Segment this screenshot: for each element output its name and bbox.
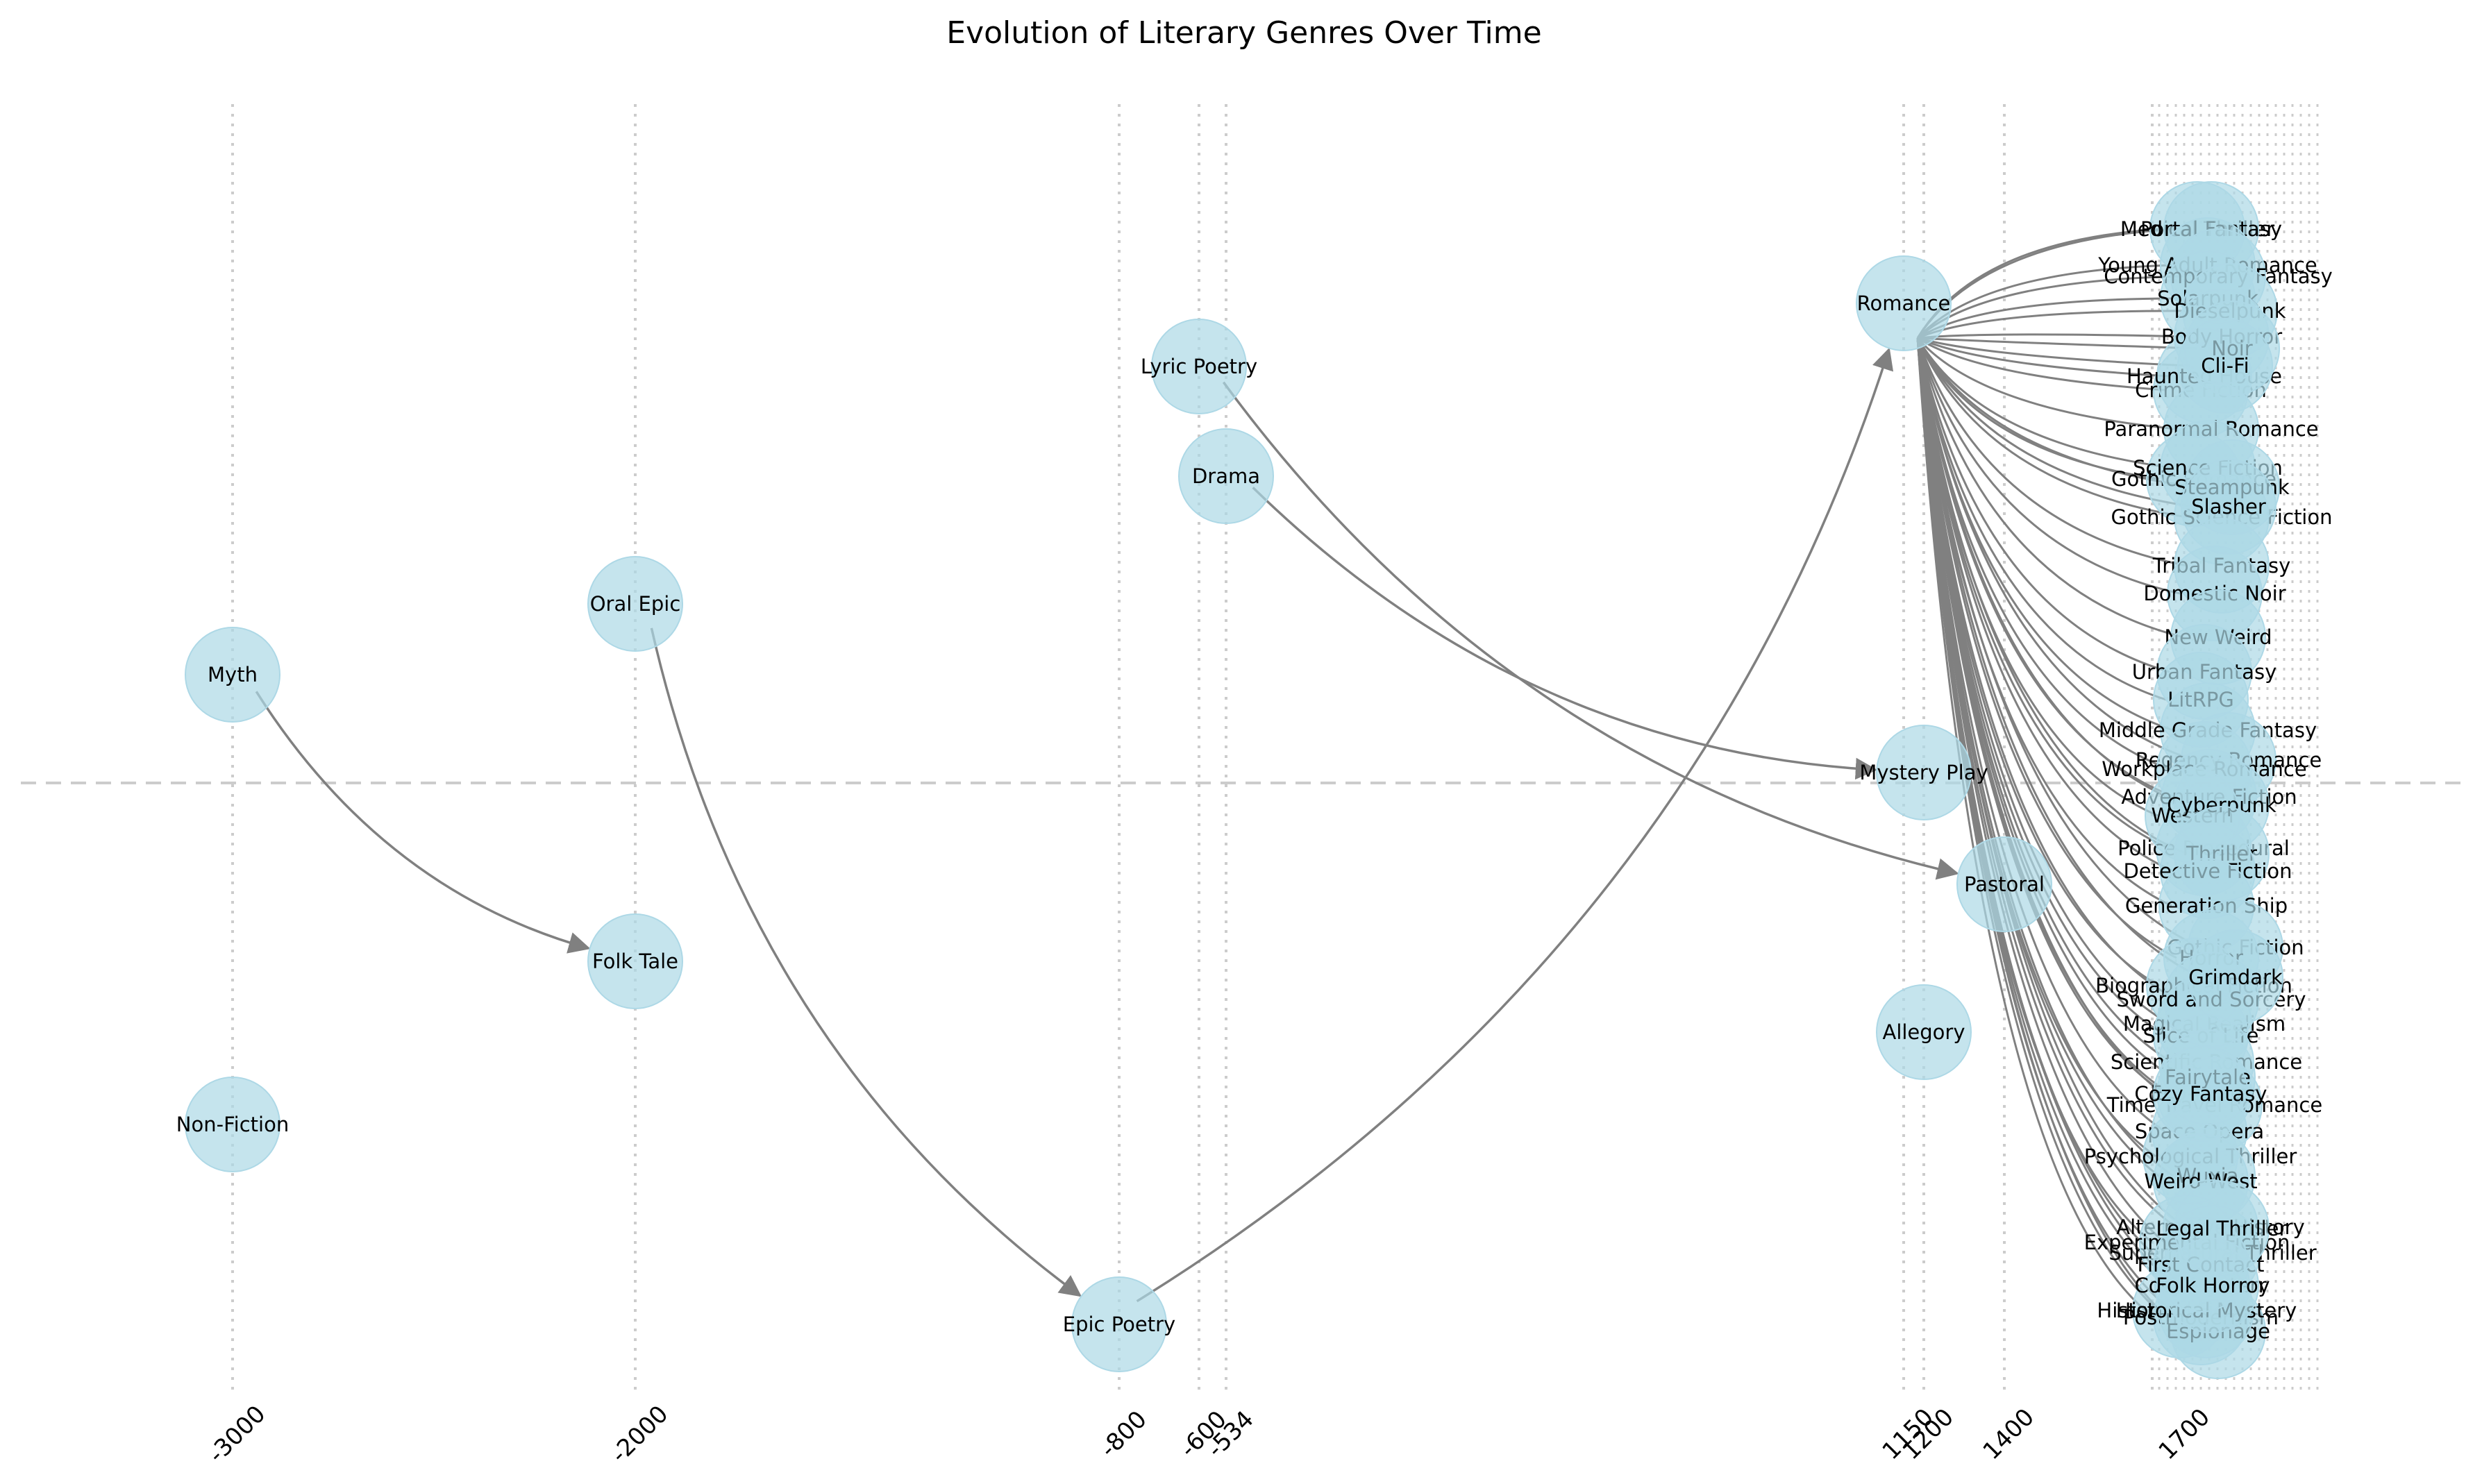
edge-drama-to-mystery-play (1252, 487, 1878, 780)
edge-romance-to-supernatural-thriller (1916, 337, 2179, 1254)
node-label: Grimdark (2188, 966, 2283, 989)
node-label: Folk Tale (592, 950, 678, 973)
edge-romance-to-tribal-fantasy (1916, 337, 2188, 567)
edge-romance-to-slasher (1916, 337, 2195, 508)
edge-romance-to-litrpg (1916, 337, 2167, 701)
edge-romance-to-gothic-science-fiction (1916, 337, 2188, 518)
node-label: Cozy Fantasy (2134, 1082, 2267, 1106)
edge-romance-to-crime-fiction (1917, 337, 2167, 391)
node-circle (2153, 1046, 2249, 1142)
axis-tick-label: -3000 (203, 1400, 271, 1468)
node-label: Folk Horror (2156, 1274, 2266, 1297)
edge-romance-to-cyberpunk (1916, 337, 2188, 807)
node-label: Oral Epic (590, 592, 681, 616)
edge-romance-to-urban-fantasy (1916, 337, 2170, 673)
node-circle (1856, 255, 1952, 351)
node-myth[interactable]: Myth (185, 627, 280, 723)
edge-romance-to-legal-thriller (1916, 337, 2188, 1230)
edge-romance-to-paranormal-romance (1916, 337, 2177, 430)
diagram-title: Evolution of Literary Genres Over Time (946, 15, 1541, 51)
node-circle (185, 627, 280, 723)
node-circle (587, 556, 683, 652)
edge-romance-to-grimdark (1916, 337, 2202, 979)
axis-tick-label: 1700 (2154, 1403, 2215, 1465)
node-circle (1071, 1276, 1167, 1372)
axis-tick-label: -2000 (605, 1400, 673, 1468)
node-circle (2163, 1238, 2259, 1333)
influence-edges (255, 347, 1959, 1303)
node-circle (2188, 929, 2283, 1025)
node-lyric-poetry[interactable]: Lyric Poetry (1141, 319, 1257, 414)
edge-romance-to-science-fiction (1916, 337, 2174, 469)
node-label: Mystery Play (1859, 761, 1988, 784)
genre-nodes: Myth Non-Fiction Oral Epic Folk Tale Epic Po… (176, 181, 2333, 1379)
edge-romance-to-domestic-noir (1916, 337, 2181, 595)
node-circle (1876, 984, 1972, 1080)
edge-lyric-poetry-to-pastoral (1222, 381, 1959, 880)
edge-epic-poetry-to-romance (1136, 347, 1894, 1303)
node-circle (1876, 725, 1972, 820)
node-pastoral[interactable]: Pastoral (1956, 836, 2052, 932)
node-label: Slasher (2191, 495, 2266, 518)
node-circle (1151, 319, 1247, 414)
axis-tick-label: -800 (1095, 1406, 1152, 1463)
node-oral-epic[interactable]: Oral Epic (587, 556, 683, 652)
node-folk-horror[interactable]: Folk Horror (2156, 1238, 2267, 1333)
node-label: Drama (1192, 464, 1260, 488)
node-label: Cli-Fi (2201, 354, 2249, 378)
node-cozy-fantasy[interactable]: Cozy Fantasy (2134, 1046, 2267, 1142)
edge-romance-to-historical-fiction (1916, 337, 2146, 1312)
node-romance[interactable]: Romance (1856, 255, 1952, 351)
axis-tick-label: 1400 (1978, 1403, 2040, 1465)
node-label: Epic Poetry (1063, 1313, 1175, 1336)
edge-romance-to-noir (1917, 337, 2198, 350)
node-label: Lyric Poetry (1141, 355, 1257, 378)
node-non-fiction[interactable]: Non-Fiction (176, 1077, 289, 1172)
edge-romance-to-body-horror (1917, 333, 2188, 339)
node-allegory[interactable]: Allegory (1876, 984, 1972, 1080)
node-label: Romance (1857, 292, 1951, 315)
node-drama[interactable]: Drama (1178, 428, 1274, 524)
node-label: Myth (208, 663, 258, 686)
edge-oral-epic-to-epic-poetry (650, 627, 1082, 1297)
node-circle (587, 913, 683, 1009)
node-mystery-play[interactable]: Mystery Play (1859, 725, 1988, 820)
node-label: Pastoral (1964, 872, 2045, 896)
node-circle (185, 1077, 280, 1172)
node-label: Legal Thriller (2156, 1217, 2288, 1240)
node-label: Non-Fiction (176, 1113, 289, 1136)
edge-myth-to-folk-tale (255, 691, 591, 954)
edge-romance-to-regency-romance (1916, 337, 2195, 761)
node-circle (1178, 428, 1274, 524)
node-cli-fi[interactable]: Cli-Fi (2177, 318, 2273, 414)
edge-romance-to-gothic-fiction (1916, 337, 2202, 949)
node-folk-tale[interactable]: Folk Tale (587, 913, 683, 1009)
node-label: Allegory (1882, 1020, 1965, 1044)
node-circle (1956, 836, 2052, 932)
edge-romance-to-solarpunk (1917, 297, 2174, 339)
edge-romance-to-thriller (1916, 337, 2188, 855)
node-grimdark[interactable]: Grimdark (2188, 929, 2283, 1025)
time-gridlines (231, 104, 2319, 1395)
edge-romance-to-fairytale (1916, 337, 2174, 1079)
edge-romance-to-sword-and-sorcery (1916, 337, 2177, 1001)
node-circle (2177, 318, 2273, 414)
edge-romance-to-cli-fi (1917, 337, 2191, 367)
edge-romance-to-steampunk (1916, 337, 2198, 489)
node-epic-poetry[interactable]: Epic Poetry (1063, 1276, 1175, 1372)
edge-romance-to-haunted-house (1917, 337, 2170, 378)
edge-romance-to-new-weird (1916, 337, 2184, 639)
edge-romance-to-folk-horror (1916, 337, 2177, 1287)
edge-romance-to-detective-fiction (1916, 337, 2174, 872)
